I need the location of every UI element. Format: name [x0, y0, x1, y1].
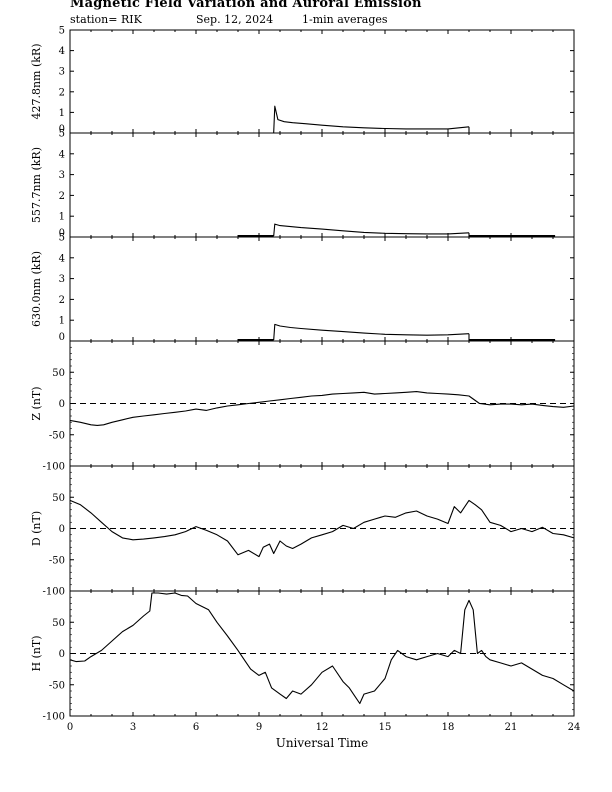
y-tick-label-4278nm: 3 — [59, 67, 65, 78]
series-line-z — [69, 391, 575, 426]
y-tick-label-5577nm: 3 — [59, 170, 65, 181]
y-tick-label-6300nm: 0 — [59, 332, 65, 343]
y-tick-label-5577nm: 2 — [59, 191, 65, 202]
y-tick-label-h: 0 — [59, 649, 65, 660]
x-tick-label: 15 — [379, 722, 392, 733]
series-line-h — [69, 592, 575, 705]
chart-title: Magnetic Field Variation and Auroral Emi… — [70, 0, 422, 11]
x-tick-label: 24 — [568, 722, 581, 733]
y-axis-label-6300nm: 630.0nm (kR) — [30, 251, 43, 327]
x-tick-label: 21 — [505, 722, 518, 733]
y-tick-label-4278nm: 4 — [59, 46, 65, 57]
y-tick-label-4278nm: 0 — [59, 124, 65, 135]
x-tick-label: 18 — [442, 722, 455, 733]
y-tick-label-5577nm: 1 — [59, 212, 65, 223]
y-tick-label-d: 50 — [52, 493, 65, 504]
y-axis-label-z: Z (nT) — [30, 386, 43, 420]
y-tick-label-6300nm: 3 — [59, 274, 65, 285]
x-axis-label: Universal Time — [276, 736, 369, 750]
y-tick-label-5577nm: 4 — [59, 149, 65, 160]
series-line-d — [69, 499, 575, 558]
y-tick-label-z: 50 — [52, 368, 65, 379]
y-tick-label-6300nm: 2 — [59, 295, 65, 306]
y-tick-label-z: -50 — [49, 430, 65, 441]
y-tick-label-d: -50 — [49, 555, 65, 566]
y-tick-label-d: 0 — [59, 524, 65, 535]
y-tick-label-4278nm: 1 — [59, 108, 65, 119]
y-axis-label-4278nm: 427.8nm (kR) — [30, 43, 43, 119]
panel-frame-4278nm — [69, 29, 575, 134]
x-tick-label: 6 — [193, 722, 199, 733]
y-tick-label-6300nm: 4 — [59, 253, 65, 264]
series-line-6300nm — [273, 323, 470, 341]
x-tick-label: 12 — [316, 722, 329, 733]
x-tick-label: 9 — [256, 722, 262, 733]
y-axis-label-5577nm: 557.7nm (kR) — [30, 147, 43, 223]
y-tick-label-6300nm: 1 — [59, 316, 65, 327]
series-line-4278nm — [273, 105, 470, 133]
x-tick-label: 0 — [67, 722, 73, 733]
panel-frame-6300nm — [69, 236, 575, 342]
y-tick-label-4278nm: 2 — [59, 87, 65, 98]
station-label: station= RIK — [70, 13, 142, 26]
y-tick-label-h: -50 — [49, 680, 65, 691]
y-tick-label-5577nm: 5 — [59, 129, 65, 140]
y-tick-label-z: 0 — [59, 399, 65, 410]
panel-frame-5577nm — [69, 132, 575, 238]
y-tick-label-d: -100 — [43, 587, 65, 598]
y-tick-label-6300nm: 5 — [59, 233, 65, 244]
y-tick-label-5577nm: 0 — [59, 228, 65, 239]
x-tick-label: 3 — [130, 722, 136, 733]
averaging-label: 1-min averages — [302, 13, 388, 26]
y-tick-label-h: -100 — [43, 712, 65, 723]
y-axis-label-h: H (nT) — [30, 635, 43, 671]
y-tick-label-z: -100 — [43, 462, 65, 473]
y-axis-label-d: D (nT) — [30, 511, 43, 546]
y-tick-label-h: 50 — [52, 618, 65, 629]
date-label: Sep. 12, 2024 — [196, 13, 274, 26]
y-tick-label-4278nm: 5 — [59, 26, 65, 37]
series-line-5577nm — [273, 223, 470, 237]
